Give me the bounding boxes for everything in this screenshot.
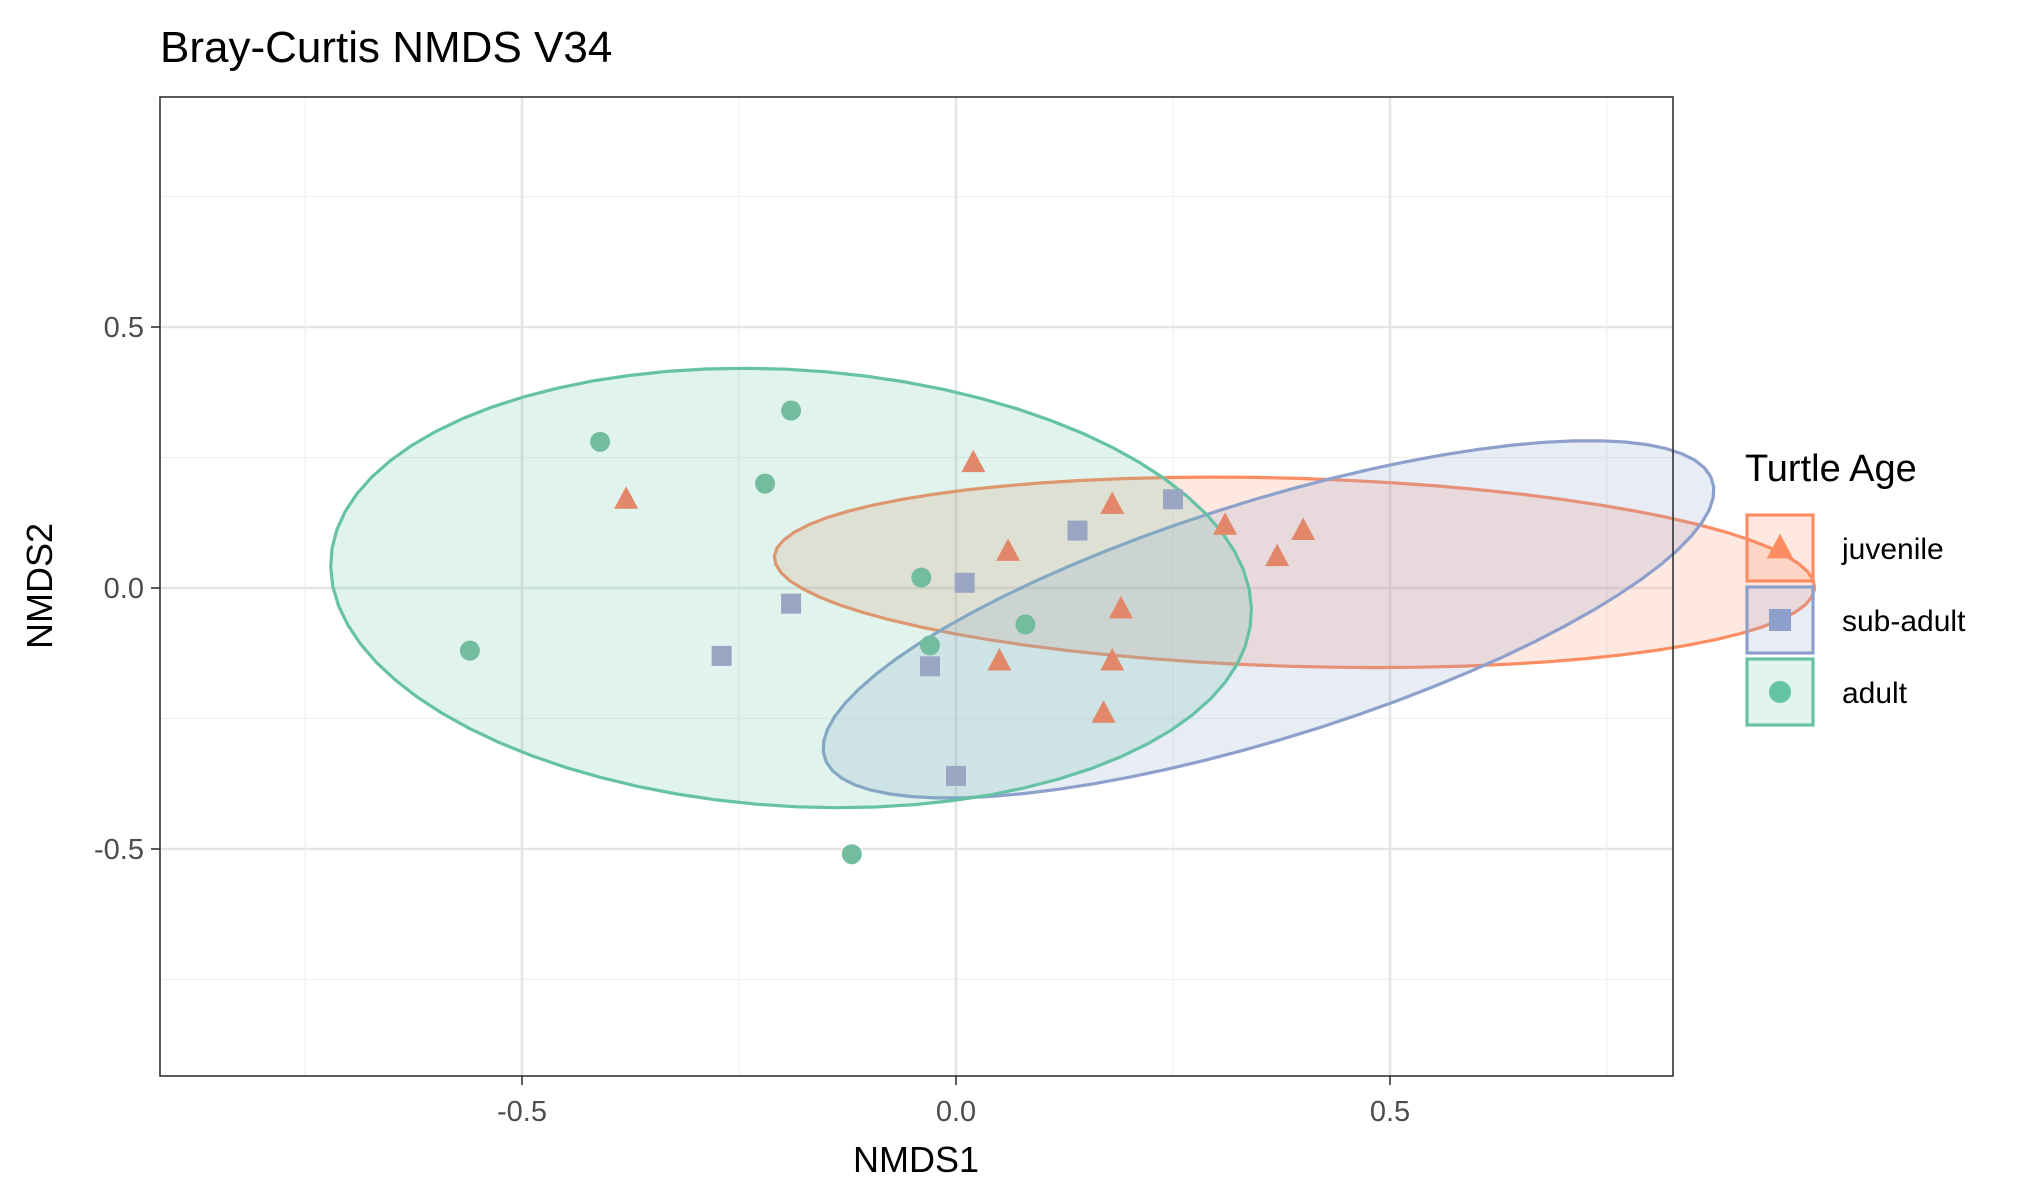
x-tick-label: 0.0 [936, 1096, 976, 1128]
legend-label-juvenile: juvenile [1841, 533, 1944, 566]
legend-title: Turtle Age [1745, 448, 1917, 490]
point-juvenile [996, 538, 1021, 561]
point-adult [1015, 614, 1036, 635]
panel-background [160, 97, 1673, 1076]
point-juvenile [1100, 648, 1125, 671]
point-juvenile [1291, 517, 1316, 541]
x-tick-label: -0.5 [497, 1096, 547, 1128]
point-juvenile [987, 648, 1012, 671]
point-juvenile [614, 486, 639, 509]
y-tick-label: 0.5 [104, 312, 144, 344]
point-sub-adult [946, 765, 966, 786]
point-sub-adult [919, 656, 940, 677]
point-adult [755, 473, 776, 494]
x-axis-ticks: -0.5 0.0 0.5 [497, 1076, 1410, 1128]
point-juvenile [1091, 700, 1116, 723]
ellipse-adult [329, 366, 1254, 810]
x-tick-label: 0.5 [1370, 1096, 1410, 1128]
y-axis-ticks: -0.5 0.0 0.5 [94, 312, 160, 866]
point-adult [459, 640, 480, 661]
legend: Turtle Age juvenile sub-adult adult [1745, 448, 1966, 727]
legend-marker-juvenile [1766, 533, 1794, 559]
point-adult [919, 635, 940, 656]
point-juvenile [1265, 543, 1290, 567]
chart-title: Bray-Curtis NMDS V34 [160, 23, 612, 72]
point-juvenile [1100, 491, 1125, 514]
data-points [459, 400, 1316, 865]
point-sub-adult [711, 645, 732, 666]
y-tick-label: 0.0 [104, 573, 144, 605]
y-axis-label: NMDS2 [19, 523, 60, 649]
point-adult [781, 400, 802, 421]
confidence-ellipses [329, 366, 1817, 810]
ellipse-juvenile [772, 475, 1817, 670]
x-axis-label: NMDS1 [853, 1139, 979, 1180]
plot-panel [159, 96, 1817, 1077]
panel-border [159, 96, 1674, 1077]
point-juvenile [961, 449, 986, 473]
legend-label-sub-adult: sub-adult [1842, 605, 1966, 638]
legend-marker-sub-adult [1769, 609, 1791, 631]
point-juvenile [1108, 595, 1133, 619]
point-adult [590, 431, 611, 452]
point-adult [841, 844, 862, 865]
legend-marker-adult [1769, 681, 1791, 703]
legend-label-adult: adult [1842, 677, 1908, 710]
point-juvenile [1213, 512, 1238, 535]
point-sub-adult [1067, 520, 1088, 541]
point-sub-adult [781, 593, 802, 614]
point-sub-adult [954, 572, 975, 593]
point-sub-adult [1163, 489, 1183, 510]
ellipse-sub-adult [821, 439, 1716, 800]
y-tick-label: -0.5 [94, 834, 144, 866]
point-adult [911, 567, 932, 588]
